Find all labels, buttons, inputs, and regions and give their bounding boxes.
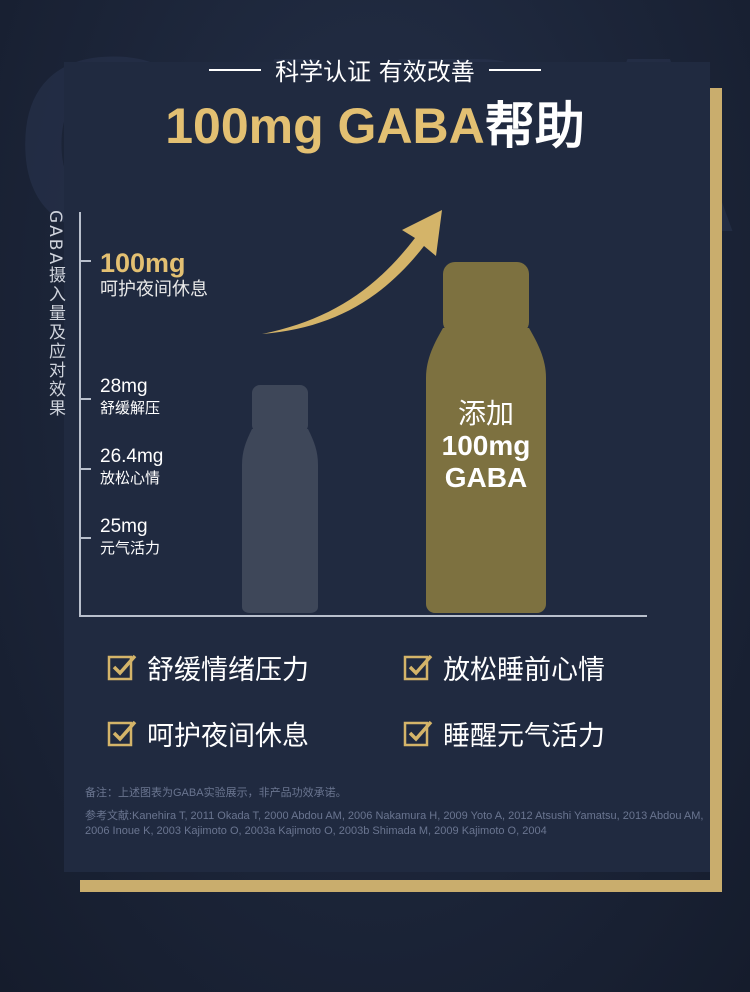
headline-white: 帮助 — [484, 97, 585, 155]
check-box-icon — [107, 654, 137, 681]
x-axis — [79, 615, 647, 617]
benefit-item: 放松睡前心情 — [403, 649, 647, 686]
benefit-item: 舒缓情绪压力 — [107, 649, 403, 686]
check-box-icon — [107, 720, 137, 747]
bottle-label-line1: 添加 — [457, 397, 514, 430]
level-effect: 放松心情 — [100, 468, 161, 487]
gold-frame — [80, 88, 722, 892]
tick-100mg — [81, 260, 91, 262]
level-amount: 25mg — [100, 516, 148, 537]
headline-gold: 100mg GABA — [165, 98, 485, 154]
check-box-icon — [403, 654, 433, 681]
tick-28mg — [81, 398, 91, 400]
bottle-label: 添加 100mg GABA — [428, 397, 544, 495]
y-axis — [79, 212, 81, 616]
disclaimer: 备注：上述图表为GABA实验展示，非产品功效承诺。 — [85, 787, 347, 799]
large-bottle — [426, 262, 546, 613]
level-effect: 呵护夜间休息 — [100, 279, 208, 301]
content-card — [64, 62, 710, 872]
benefit-item: 呵护夜间休息 — [107, 715, 403, 752]
subtitle-row: 科学认证 有效改善 — [0, 52, 750, 87]
benefit-text: 放松睡前心情 — [443, 654, 605, 686]
level-25mg: 25mg 元气活力 — [100, 516, 160, 557]
growth-arrow-icon — [262, 210, 442, 334]
bottle-label-line2: 100mg — [441, 430, 531, 462]
level-amount: 100mg — [100, 248, 186, 278]
check-box-icon — [403, 720, 433, 747]
tick-25mg — [81, 537, 91, 539]
level-effect: 舒缓解压 — [100, 398, 161, 417]
benefit-text: 舒缓情绪压力 — [147, 654, 309, 686]
footnote: 备注：上述图表为GABA实验展示，非产品功效承诺。 参考文献:Kanehira … — [85, 784, 705, 839]
level-28mg: 28mg 舒缓解压 — [100, 376, 160, 417]
level-100mg: 100mg 呵护夜间休息 — [100, 247, 208, 301]
benefit-text: 呵护夜间休息 — [147, 720, 309, 752]
benefit-text: 睡醒元气活力 — [443, 720, 605, 752]
level-amount: 28mg — [100, 376, 148, 397]
y-axis-label: GABA摄入量及应对效果 — [45, 210, 65, 419]
right-dash — [488, 68, 541, 71]
bottle-label-line3: GABA — [444, 462, 528, 494]
level-effect: 元气活力 — [100, 538, 161, 557]
references: 参考文献:Kanehira T, 2011 Okada T, 2000 Abdo… — [85, 810, 704, 837]
subtitle: 科学认证 有效改善 — [275, 58, 475, 86]
benefit-item: 睡醒元气活力 — [403, 715, 647, 752]
level-26mg: 26.4mg 放松心情 — [100, 446, 163, 487]
benefits-list: 舒缓情绪压力 放松睡前心情 呵护夜间休息 睡醒元气活力 — [107, 649, 647, 752]
tick-26mg — [81, 468, 91, 470]
left-dash — [209, 68, 262, 71]
small-bottle — [242, 385, 318, 613]
level-amount: 26.4mg — [100, 446, 164, 467]
headline: 100mg GABA帮助 — [0, 86, 750, 158]
